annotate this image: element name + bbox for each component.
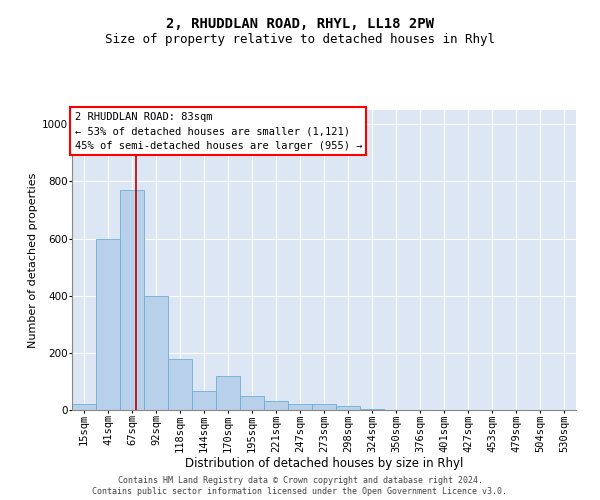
Bar: [336, 406, 360, 410]
X-axis label: Distribution of detached houses by size in Rhyl: Distribution of detached houses by size …: [185, 457, 463, 470]
Bar: [72, 404, 96, 410]
Bar: [192, 392, 216, 410]
Text: Contains HM Land Registry data © Crown copyright and database right 2024.: Contains HM Land Registry data © Crown c…: [118, 476, 482, 485]
Text: Size of property relative to detached houses in Rhyl: Size of property relative to detached ho…: [105, 32, 495, 46]
Bar: [264, 402, 288, 410]
Text: Contains public sector information licensed under the Open Government Licence v3: Contains public sector information licen…: [92, 487, 508, 496]
Bar: [240, 396, 264, 410]
Bar: [96, 238, 120, 410]
Text: 2, RHUDDLAN ROAD, RHYL, LL18 2PW: 2, RHUDDLAN ROAD, RHYL, LL18 2PW: [166, 18, 434, 32]
Text: 2 RHUDDLAN ROAD: 83sqm
← 53% of detached houses are smaller (1,121)
45% of semi-: 2 RHUDDLAN ROAD: 83sqm ← 53% of detached…: [74, 112, 362, 151]
Bar: [312, 404, 336, 410]
Bar: [216, 376, 240, 410]
Bar: [144, 296, 168, 410]
Bar: [288, 404, 312, 410]
Bar: [120, 190, 144, 410]
Bar: [168, 358, 192, 410]
Y-axis label: Number of detached properties: Number of detached properties: [28, 172, 38, 348]
